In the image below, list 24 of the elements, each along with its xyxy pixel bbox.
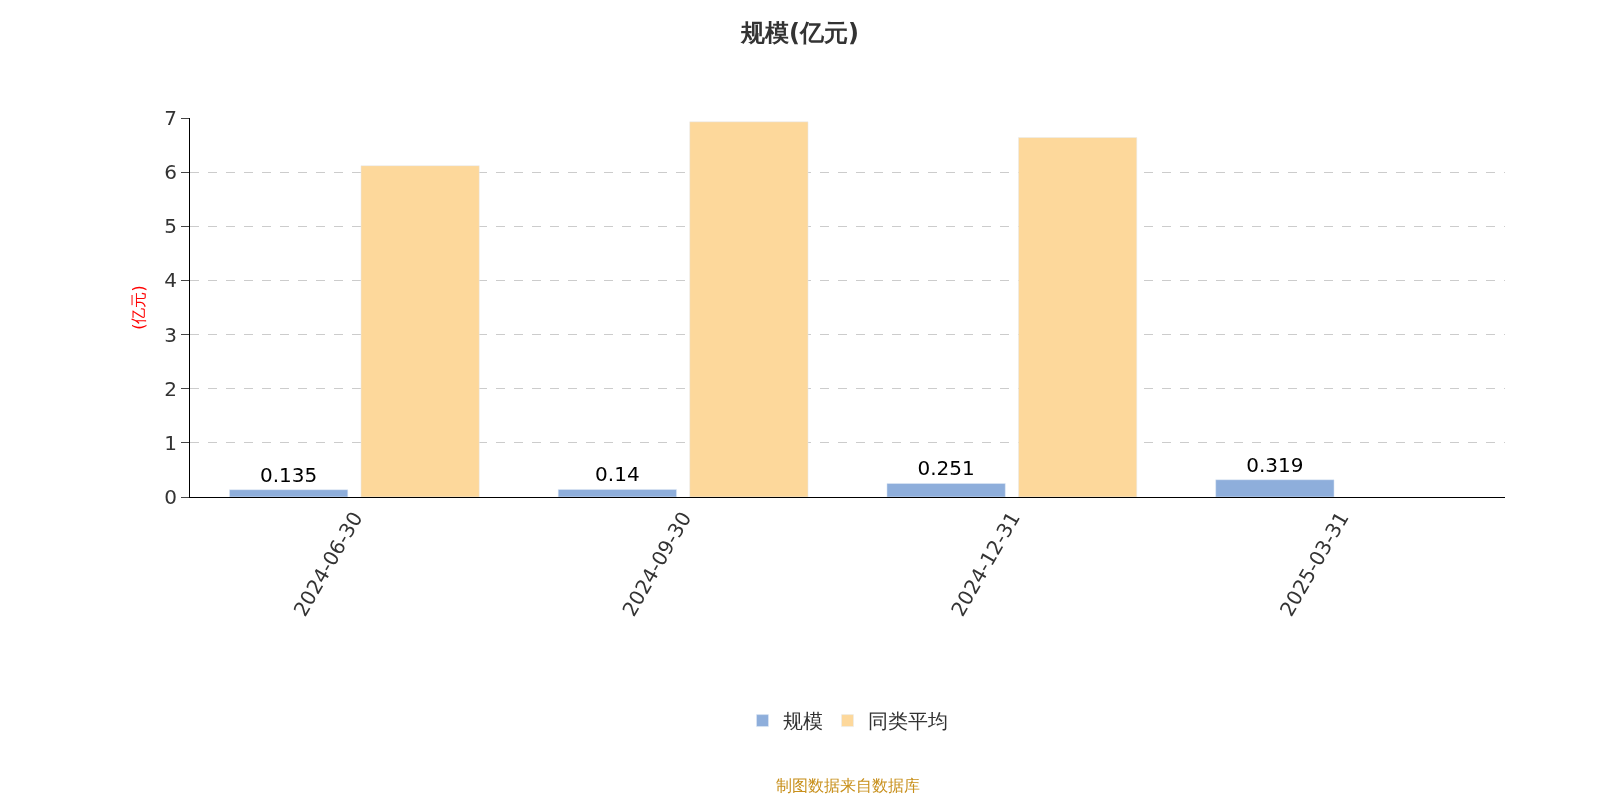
- bar: [229, 489, 349, 497]
- legend-label: 规模: [782, 709, 823, 734]
- data-label: 0.251: [917, 456, 975, 481]
- data-label: 0.135: [259, 462, 318, 487]
- bar: [360, 165, 480, 497]
- legend-label: 同类平均: [867, 709, 948, 734]
- data-label: 0.319: [1246, 452, 1304, 477]
- bar: [886, 483, 1006, 497]
- bar: [1215, 479, 1335, 497]
- y-tick-label: 3: [164, 322, 177, 347]
- y-tick-label: 5: [164, 214, 177, 239]
- bar: [557, 489, 677, 497]
- y-axis-title: (亿元): [129, 285, 149, 330]
- y-tick-label: 4: [164, 268, 177, 293]
- y-tick-label: 6: [164, 160, 177, 185]
- bar: [1018, 137, 1138, 497]
- y-tick-label: 2: [164, 376, 177, 401]
- chart-title: 规模(亿元): [740, 18, 859, 47]
- y-tick-label: 7: [164, 106, 177, 130]
- y-tick-label: 0: [164, 485, 177, 509]
- y-tick-label: 1: [164, 430, 177, 455]
- data-label: 0.14: [595, 462, 640, 487]
- bar: [689, 121, 809, 497]
- text: 制图数据来自数据库: [776, 776, 920, 795]
